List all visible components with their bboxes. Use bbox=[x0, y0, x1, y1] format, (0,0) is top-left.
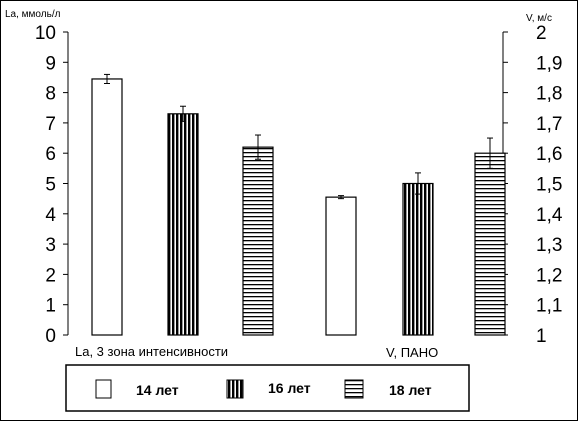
bar bbox=[167, 113, 199, 336]
left-tick-label: 8 bbox=[45, 84, 56, 105]
category-label-v: V, ПАНО bbox=[386, 345, 438, 360]
legend-label-14: 14 лет bbox=[136, 382, 179, 398]
bar bbox=[325, 196, 357, 336]
bar bbox=[474, 152, 506, 336]
bar bbox=[91, 78, 123, 336]
left-tick-label: 0 bbox=[45, 326, 56, 347]
legend: 14 лет 16 лет 18 лет bbox=[65, 364, 470, 412]
right-tick-label: 1 bbox=[536, 326, 547, 347]
right-tick-label: 1,4 bbox=[536, 205, 563, 226]
left-tick-label: 1 bbox=[45, 296, 56, 317]
right-tick-label: 1,8 bbox=[536, 84, 562, 105]
right-tick-label: 1,5 bbox=[536, 175, 562, 196]
right-tick-label: 2 bbox=[536, 23, 547, 44]
left-tick-label: 7 bbox=[45, 114, 56, 135]
legend-swatch-14 bbox=[95, 379, 112, 399]
category-label-la: La, 3 зона интенсивности bbox=[75, 344, 228, 359]
left-tick-label: 3 bbox=[45, 235, 56, 256]
left-tick-label: 10 bbox=[35, 23, 56, 44]
bar bbox=[242, 146, 274, 336]
left-tick-label: 4 bbox=[45, 205, 56, 226]
right-tick-label: 1,9 bbox=[536, 53, 562, 74]
legend-box bbox=[65, 364, 470, 412]
left-tick-label: 9 bbox=[45, 53, 56, 74]
left-tick-label: 5 bbox=[45, 175, 56, 196]
right-tick-label: 1,1 bbox=[536, 296, 562, 317]
left-tick-label: 2 bbox=[45, 265, 56, 286]
legend-label-18: 18 лет bbox=[389, 382, 432, 398]
right-axis-label: V, м/с bbox=[526, 13, 552, 24]
right-tick-label: 1,3 bbox=[536, 235, 562, 256]
right-axis: 1 1,1 1,2 1,3 1,4 1,5 1,6 1,7 1,8 1,9 2 bbox=[502, 23, 563, 347]
left-tick-label: 6 bbox=[45, 144, 56, 165]
legend-label-16: 16 лет bbox=[268, 380, 311, 396]
bar bbox=[402, 182, 434, 336]
bars bbox=[91, 73, 506, 336]
left-axis: 0 1 2 3 4 5 6 7 8 9 10 bbox=[35, 23, 69, 347]
legend-swatch-16 bbox=[226, 379, 244, 399]
left-axis-label: La, ммоль/л bbox=[5, 9, 61, 20]
right-tick-label: 1,7 bbox=[536, 114, 562, 135]
right-tick-label: 1,6 bbox=[536, 144, 562, 165]
right-tick-label: 1,2 bbox=[536, 265, 562, 286]
legend-swatch-18 bbox=[344, 379, 364, 399]
